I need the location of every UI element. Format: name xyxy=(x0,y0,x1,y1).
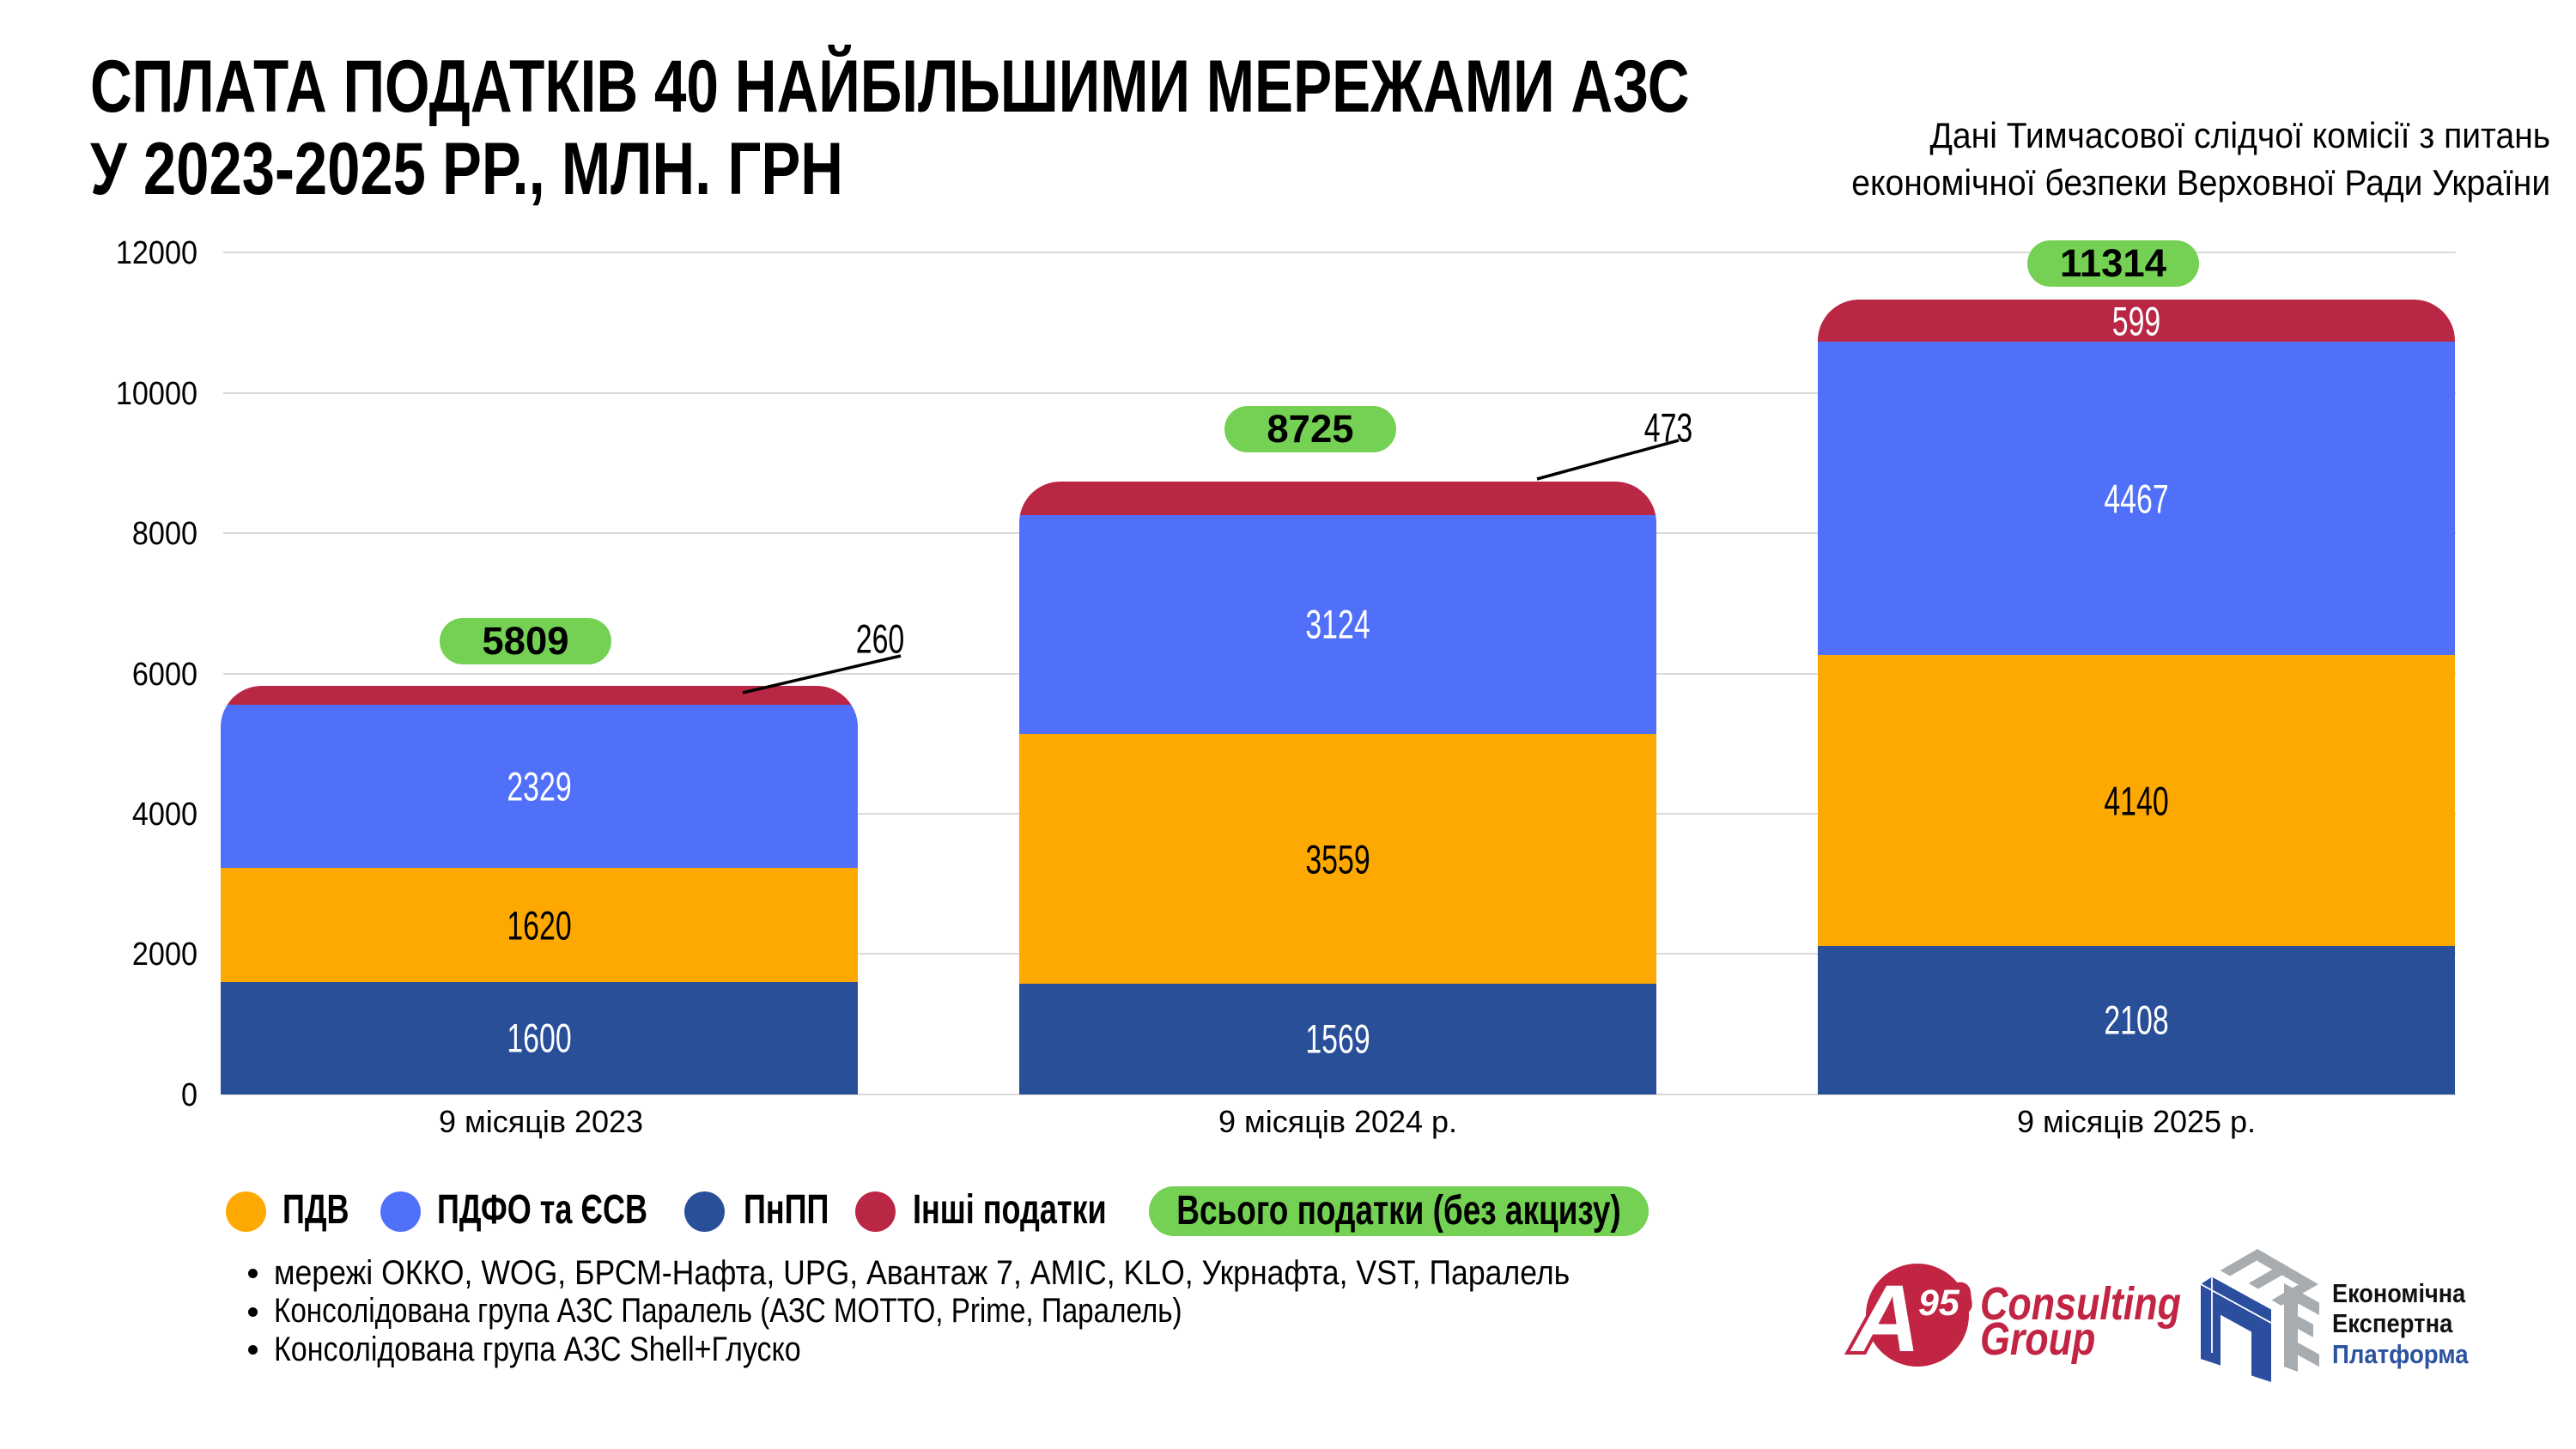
svg-text:Експертна: Експертна xyxy=(2332,1310,2453,1339)
svg-text:95: 95 xyxy=(1918,1282,1960,1324)
svg-text:A: A xyxy=(1850,1266,1920,1372)
svg-text:Group: Group xyxy=(1980,1313,2095,1365)
svg-text:Економічна: Економічна xyxy=(2332,1279,2466,1308)
svg-text:Consulting: Consulting xyxy=(1980,1277,2181,1330)
svg-text:Платформа: Платформа xyxy=(2332,1340,2469,1370)
